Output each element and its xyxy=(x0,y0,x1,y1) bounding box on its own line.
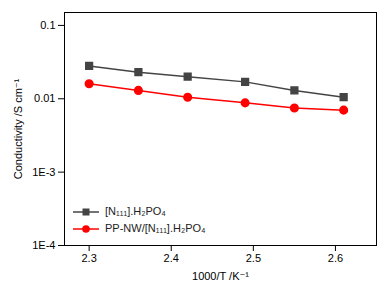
svg-text:2.5: 2.5 xyxy=(246,252,261,264)
svg-text:0.1: 0.1 xyxy=(40,19,55,31)
svg-text:0.01: 0.01 xyxy=(34,92,55,104)
svg-text:Conductivity /S cm⁻¹: Conductivity /S cm⁻¹ xyxy=(12,78,24,179)
svg-text:1E-3: 1E-3 xyxy=(32,166,55,178)
html-text:PP-NW/[N₁₁₁].H₂PO₄: PP-NW/[N₁₁₁].H₂PO₄ xyxy=(105,222,206,234)
svg-text:1E-4: 1E-4 xyxy=(32,239,55,251)
svg-text:2.3: 2.3 xyxy=(81,252,96,264)
html-text:[N₁₁₁].H₂PO₄: [N₁₁₁].H₂PO₄ xyxy=(105,205,166,217)
svg-text:2.6: 2.6 xyxy=(328,252,343,264)
svg-text:1000/T /K⁻¹: 1000/T /K⁻¹ xyxy=(192,270,249,282)
svg-text:2.4: 2.4 xyxy=(164,252,179,264)
